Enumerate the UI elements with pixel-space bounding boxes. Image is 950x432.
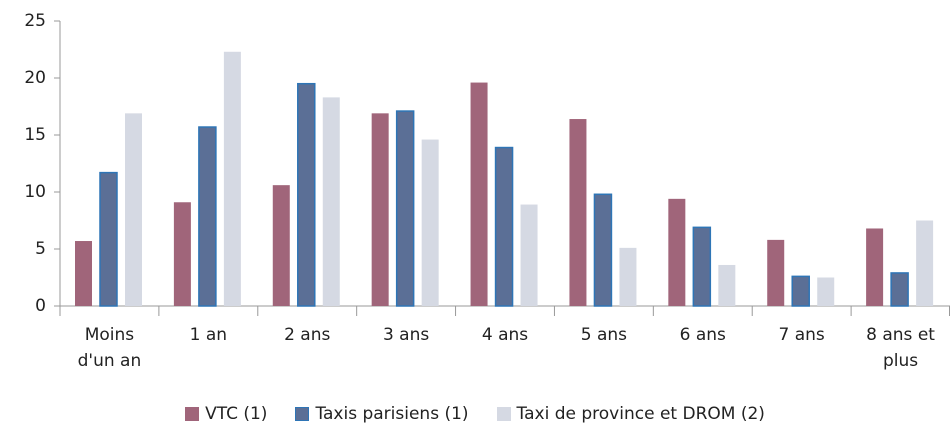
legend-label: Taxi de province et DROM (2) <box>516 404 765 424</box>
bar <box>322 97 340 306</box>
bar <box>99 171 118 307</box>
bar <box>272 185 290 306</box>
x-tick-label: Moins d'un an <box>77 325 142 371</box>
y-tick-label: 15 <box>24 125 46 145</box>
y-tick-label: 5 <box>35 239 46 259</box>
bar <box>718 264 736 306</box>
y-tick-label: 20 <box>24 68 46 88</box>
bar <box>692 226 712 307</box>
bar <box>75 241 92 306</box>
legend-swatch <box>295 407 310 421</box>
x-tick-label: 7 ans <box>778 325 825 345</box>
bar <box>817 277 835 306</box>
bar <box>866 228 884 306</box>
bar <box>668 198 686 306</box>
bar <box>569 119 587 306</box>
bar <box>421 139 439 306</box>
bar <box>593 193 613 307</box>
x-tick-label: 6 ans <box>679 325 726 345</box>
x-tick-label: 5 ans <box>580 325 628 345</box>
legend: VTC (1) Taxis parisiens (1) Taxi de provin… <box>0 404 950 424</box>
bar <box>395 110 415 307</box>
legend-swatch <box>185 407 200 421</box>
legend-item: Taxi de province et DROM (2) <box>496 404 765 424</box>
bar <box>916 220 934 306</box>
x-tick-label: 4 ans <box>481 325 529 345</box>
bar <box>297 82 316 307</box>
x-tick-label: 3 ans <box>382 325 430 345</box>
legend-label: VTC (1) <box>205 404 268 424</box>
legend-item: VTC (1) <box>185 404 267 424</box>
bar <box>173 202 191 306</box>
bar <box>767 239 785 306</box>
bar <box>890 272 909 307</box>
bar <box>494 146 514 307</box>
bar <box>619 247 637 306</box>
bar <box>198 126 217 307</box>
legend-swatch <box>496 407 511 421</box>
bar <box>470 82 488 306</box>
x-tick-label: 1 an <box>189 325 228 345</box>
bar <box>223 51 241 306</box>
bar <box>791 275 810 307</box>
bar <box>371 113 389 306</box>
x-tick-label: 2 ans <box>284 325 331 345</box>
y-tick-label: 25 <box>24 11 46 31</box>
y-tick-label: 10 <box>24 182 46 202</box>
legend-item: Taxis parisiens (1) <box>295 404 469 424</box>
legend-label: Taxis parisiens (1) <box>315 404 469 424</box>
bar <box>520 204 538 306</box>
y-tick-label: 0 <box>35 296 46 316</box>
bar <box>125 113 142 306</box>
x-tick-label: 8 ans et plus <box>866 325 935 371</box>
